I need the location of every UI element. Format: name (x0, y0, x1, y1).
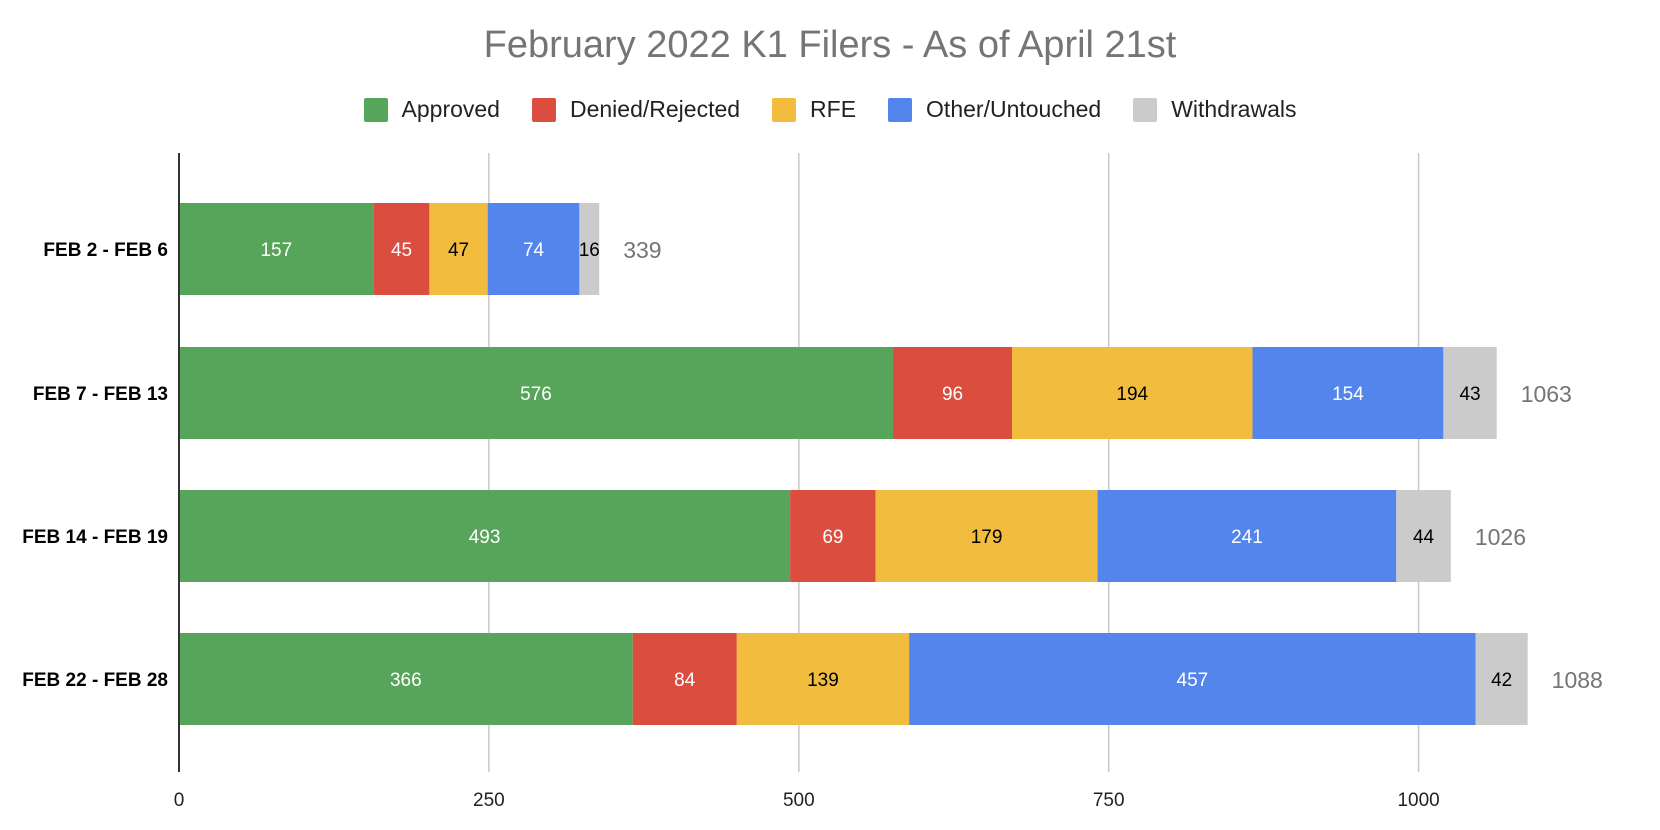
data-label: 74 (523, 240, 545, 261)
x-tick-label: 750 (1093, 790, 1125, 811)
legend-label: RFE (810, 96, 857, 122)
data-label: 84 (674, 670, 696, 691)
chart-title: February 2022 K1 Filers - As of April 21… (483, 24, 1177, 66)
bar-segment (1396, 490, 1451, 582)
legend-label: Withdrawals (1171, 96, 1297, 122)
bar-segment (487, 203, 580, 295)
bar-segment (579, 203, 600, 295)
bar-segment (875, 490, 1098, 582)
legend-swatch (1133, 97, 1158, 122)
data-label: 154 (1332, 384, 1364, 405)
category-label: FEB 14 - FEB 19 (22, 527, 168, 548)
bar-segment (429, 203, 488, 295)
data-label: 43 (1459, 384, 1480, 405)
data-label: 157 (260, 240, 292, 261)
bar-segment (736, 633, 910, 725)
data-label: 45 (391, 240, 412, 261)
legend-label: Denied/Rejected (569, 96, 741, 122)
legend-item: Approved (363, 96, 500, 123)
bar-segment (790, 490, 876, 582)
legend-swatch (888, 97, 913, 122)
legend-label: Other/Untouched (926, 96, 1102, 122)
bar-segment (373, 203, 430, 295)
total-label: 1063 (1521, 381, 1572, 407)
x-tick-label: 250 (473, 790, 505, 811)
data-label: 44 (1413, 527, 1435, 548)
legend: Approved Denied/Rejected RFE Other/Untouche… (0, 96, 1660, 123)
data-label: 47 (448, 240, 469, 261)
legend-item: Denied/Rejected (531, 96, 741, 123)
legend-item: Withdrawals (1133, 96, 1296, 123)
legend-swatch (363, 97, 388, 122)
legend-label: Approved (401, 96, 500, 122)
data-label: 366 (390, 670, 422, 691)
data-label: 194 (1116, 384, 1148, 405)
total-label: 1026 (1475, 524, 1526, 550)
bar-segment (1097, 490, 1397, 582)
legend-swatch (772, 97, 797, 122)
category-label: FEB 7 - FEB 13 (33, 384, 168, 405)
x-tick-label: 1000 (1397, 790, 1439, 811)
bar-segment (1443, 347, 1497, 439)
data-label: 576 (520, 384, 552, 405)
bar-segment (1252, 347, 1444, 439)
bar-segment (893, 347, 1013, 439)
total-label: 339 (623, 237, 661, 263)
data-label: 42 (1491, 670, 1512, 691)
bar-segment (179, 347, 894, 439)
bar-segment (1012, 347, 1253, 439)
x-tick-label: 0 (174, 790, 185, 811)
legend-item: RFE (772, 96, 856, 123)
bar-segment (1475, 633, 1528, 725)
data-label: 96 (942, 384, 963, 405)
data-label: 457 (1177, 670, 1209, 691)
data-label: 493 (469, 527, 501, 548)
category-label: FEB 22 - FEB 28 (22, 670, 168, 691)
total-label: 1088 (1552, 667, 1603, 693)
data-label: 241 (1231, 527, 1263, 548)
category-label: FEB 2 - FEB 6 (43, 240, 168, 261)
legend-swatch (531, 97, 556, 122)
data-label: 179 (971, 527, 1003, 548)
bar-segment (909, 633, 1476, 725)
data-label: 16 (579, 240, 600, 261)
x-tick-label: 500 (783, 790, 815, 811)
data-label: 139 (807, 670, 839, 691)
bar-segment (179, 633, 633, 725)
bar-segment (179, 490, 791, 582)
data-label: 69 (822, 527, 843, 548)
bar-segment (179, 203, 374, 295)
bar-segment (632, 633, 737, 725)
legend-item: Other/Untouched (888, 96, 1101, 123)
